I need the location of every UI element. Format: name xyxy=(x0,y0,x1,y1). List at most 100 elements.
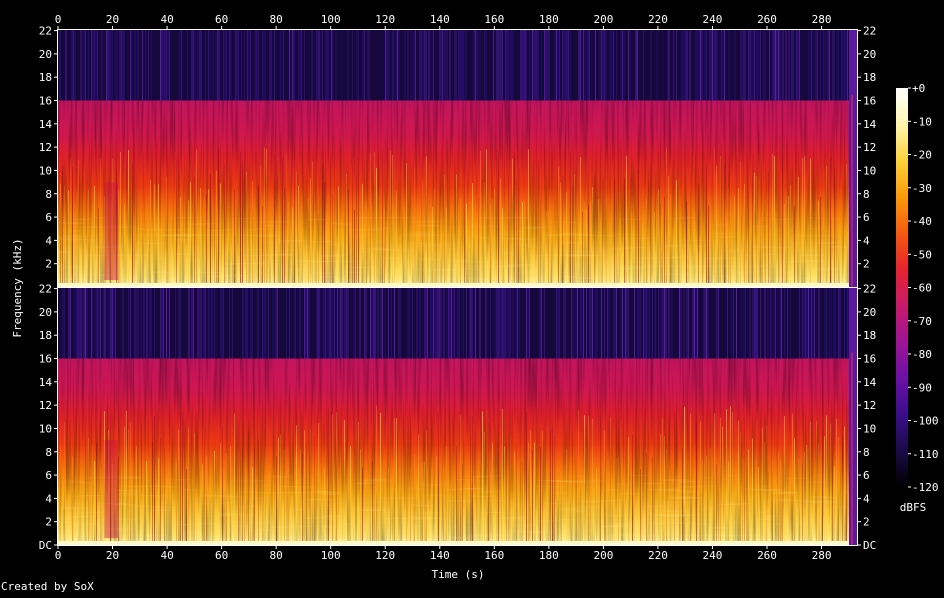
noise-streak xyxy=(458,30,460,101)
y-tick-label-left: 16 xyxy=(39,353,52,366)
noise-streak xyxy=(175,288,176,359)
noise-streak xyxy=(536,30,538,101)
noise-streak xyxy=(749,30,751,101)
y-tick-label-left: 20 xyxy=(39,48,52,61)
noise-streak xyxy=(704,288,706,359)
low-frequency-band xyxy=(58,540,849,545)
noise-streak xyxy=(440,30,442,101)
noise-streak xyxy=(535,30,536,101)
noise-streak xyxy=(809,288,811,359)
noise-streak xyxy=(688,288,689,359)
colorbar: +0 -10 -20 -30 -40 -50 -60 -70 -80 -90 -100 -110 -12… xyxy=(896,82,939,494)
noise-streak xyxy=(308,288,310,359)
noise-streak xyxy=(629,30,631,101)
colorbar-tick-label: -80 xyxy=(912,348,932,361)
noise-streak xyxy=(683,30,685,101)
noise-streak xyxy=(86,288,88,359)
noise-streak xyxy=(130,288,131,359)
x-tick-label-top: 60 xyxy=(215,13,228,26)
noise-streak xyxy=(509,30,511,101)
y-tick-label-left: 22 xyxy=(39,283,52,296)
noise-streak xyxy=(479,288,481,359)
noise-streak xyxy=(178,288,179,359)
noise-streak xyxy=(778,30,779,101)
noise-streak xyxy=(181,30,182,101)
noise-streak xyxy=(115,30,116,101)
noise-streak xyxy=(341,288,343,359)
noise-streak xyxy=(544,30,545,101)
noise-streak xyxy=(154,288,155,359)
noise-streak xyxy=(443,288,445,359)
noise-streak xyxy=(413,30,415,101)
noise-streak xyxy=(293,30,295,101)
noise-streak xyxy=(557,30,559,101)
y-tick-label-right: 4 xyxy=(863,234,870,247)
noise-streak xyxy=(122,288,124,359)
noise-streak xyxy=(752,30,754,101)
noise-streak xyxy=(829,288,830,359)
noise-streak xyxy=(250,30,251,101)
noise-streak xyxy=(724,30,725,101)
noise-streak xyxy=(187,30,188,101)
noise-streak xyxy=(388,288,389,359)
noise-streak xyxy=(142,30,143,101)
colorbar-tick-label: -30 xyxy=(912,182,932,195)
noise-streak xyxy=(218,30,220,101)
noise-streak xyxy=(236,30,238,101)
x-tick-label-bottom: 0 xyxy=(55,549,62,562)
noise-streak xyxy=(421,30,422,101)
noise-streak xyxy=(161,288,163,359)
x-tick-label-top: 220 xyxy=(648,13,668,26)
noise-streak xyxy=(247,288,248,359)
noise-streak xyxy=(581,288,583,359)
noise-streak xyxy=(752,288,754,359)
noise-streak xyxy=(595,288,596,359)
x-tick-label-top: 240 xyxy=(703,13,723,26)
noise-streak xyxy=(827,30,829,101)
colorbar-tick-label: -120 xyxy=(912,481,939,494)
noise-streak xyxy=(773,288,775,359)
noise-streak xyxy=(769,30,770,101)
noise-streak xyxy=(191,288,193,359)
noise-streak xyxy=(224,30,226,101)
noise-streak xyxy=(722,30,724,101)
noise-streak xyxy=(808,30,809,101)
noise-streak xyxy=(242,288,244,359)
noise-streak xyxy=(499,30,500,101)
y-tick-label-left: 18 xyxy=(39,329,52,342)
noise-streak xyxy=(689,30,691,101)
noise-streak xyxy=(686,30,688,101)
noise-streak xyxy=(95,30,97,101)
x-tick-label-bottom: 40 xyxy=(160,549,173,562)
noise-streak xyxy=(409,288,410,359)
channels-layer xyxy=(58,30,857,545)
noise-streak xyxy=(586,288,587,359)
noise-streak xyxy=(545,30,547,101)
noise-streak xyxy=(332,288,334,359)
noise-streak xyxy=(263,288,265,359)
y-tick-label-right: 12 xyxy=(863,141,876,154)
noise-streak xyxy=(163,30,164,101)
noise-streak xyxy=(532,30,533,101)
noise-streak xyxy=(232,288,233,359)
noise-streak xyxy=(275,288,277,359)
noise-streak xyxy=(758,30,760,101)
noise-streak xyxy=(844,30,845,101)
noise-streak xyxy=(841,30,842,101)
noise-streak xyxy=(826,288,827,359)
y-tick-label-right: 2 xyxy=(863,258,870,271)
noise-streak xyxy=(197,288,199,359)
x-tick-label-top: 40 xyxy=(160,13,173,26)
noise-streak xyxy=(92,30,94,101)
noise-streak xyxy=(664,288,665,359)
noise-streak xyxy=(328,30,329,101)
noise-streak xyxy=(764,30,766,101)
x-tick-label-top: 120 xyxy=(375,13,395,26)
colorbar-tick-label: -70 xyxy=(912,315,932,328)
noise-streak xyxy=(427,288,428,359)
noise-streak xyxy=(613,30,614,101)
noise-streak xyxy=(76,288,77,359)
noise-streak xyxy=(377,288,379,359)
noise-streak xyxy=(556,288,557,359)
noise-streak xyxy=(301,30,302,101)
